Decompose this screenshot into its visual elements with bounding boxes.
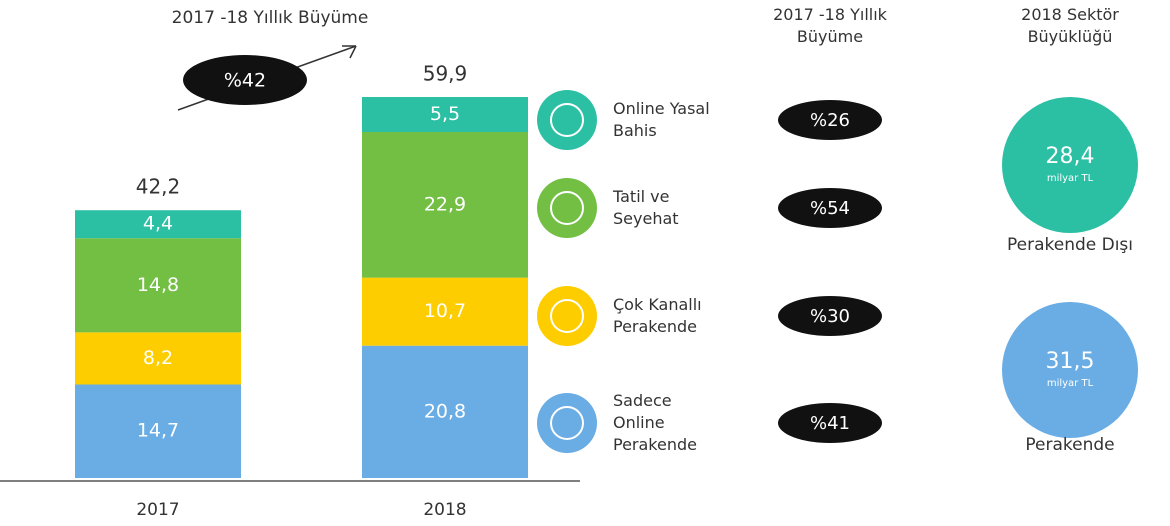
sector-name: Perakende: [1025, 435, 1114, 455]
value-label: 5,5: [430, 103, 460, 125]
legend-icon: [537, 178, 597, 238]
value-label: 4,4: [143, 213, 173, 235]
sector-name: Perakende Dışı: [1007, 235, 1133, 255]
growth-label: %30: [810, 306, 850, 327]
icon-ring: [550, 406, 584, 440]
value-label: 20,8: [424, 400, 466, 422]
sector-value: 31,5: [1046, 349, 1095, 374]
legend-label: Sadece Online Perakende: [613, 391, 697, 454]
growth-oval: [778, 296, 882, 336]
growth-label: %54: [810, 198, 850, 219]
growth-oval: [183, 55, 307, 105]
growth-oval: [778, 403, 882, 443]
bar-segment: [75, 210, 241, 239]
bar-segment: [75, 332, 241, 385]
legend-icon: [537, 286, 597, 346]
arrow-head: [342, 45, 357, 59]
value-label: 22,9: [424, 193, 466, 215]
legend-icon: [537, 90, 597, 150]
icon-ring: [550, 191, 584, 225]
value-label: 14,7: [137, 420, 179, 442]
value-label: 10,7: [424, 300, 466, 322]
bar-segment: [75, 238, 241, 333]
x-tick-label: 2018: [423, 500, 466, 520]
value-label: 8,2: [143, 347, 173, 369]
growth-header: 2017 -18 Yıllık Büyüme: [773, 5, 887, 46]
legend-icon: [537, 393, 597, 453]
icon-ring: [550, 103, 584, 137]
growth-label: %42: [224, 70, 266, 92]
legend-label: Çok Kanallı Perakende: [613, 295, 702, 336]
growth-oval: [778, 188, 882, 228]
bar-segment: [362, 131, 528, 278]
x-tick-label: 2017: [136, 500, 179, 520]
total-label: 42,2: [136, 175, 181, 199]
sector-unit: milyar TL: [1047, 378, 1094, 389]
growth-oval: [778, 100, 882, 140]
sector-circle: [1002, 97, 1138, 233]
legend-label: Tatil ve Seyehat: [613, 187, 679, 228]
bar-segment: [75, 384, 241, 478]
bar-segment: [362, 345, 528, 478]
growth-label: %26: [810, 110, 850, 131]
sector-unit: milyar TL: [1047, 173, 1094, 184]
annotation-title: 2017 -18 Yıllık Büyüme: [172, 8, 369, 28]
growth-label: %41: [810, 413, 850, 434]
sector-circle: [1002, 302, 1138, 438]
value-label: 14,8: [137, 274, 179, 296]
sector-header: 2018 Sektör Büyüklüğü: [1021, 5, 1119, 46]
bar-segment: [362, 97, 528, 132]
bar-segment: [362, 277, 528, 346]
icon-ring: [550, 299, 584, 333]
legend-label: Online Yasal Bahis: [613, 99, 710, 140]
sector-value: 28,4: [1046, 144, 1095, 169]
total-label: 59,9: [423, 62, 468, 86]
